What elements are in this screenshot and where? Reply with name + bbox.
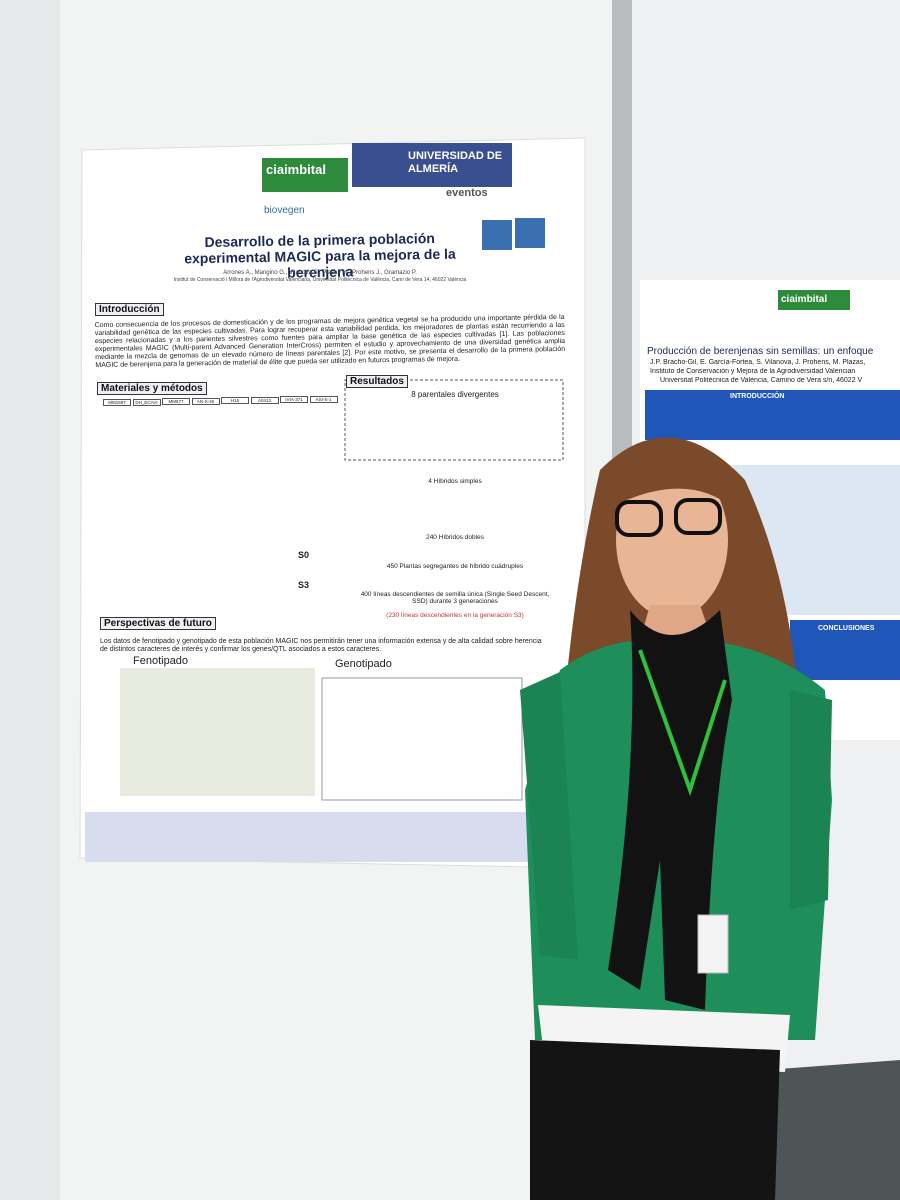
generation-label: S0 <box>298 550 310 560</box>
references-band <box>85 812 535 862</box>
right-arm <box>790 690 832 910</box>
subheading: Fenotipado <box>133 655 189 667</box>
parent-label: MM577 <box>162 398 190 406</box>
parent-label: MM1597 <box>103 399 131 407</box>
logo-box <box>778 290 850 310</box>
logo-text: UNIVERSIDAD DE ALMERÍA <box>408 150 503 175</box>
section-heading: Materiales y métodos <box>97 382 207 395</box>
authors: Arrones A., Mangino G., Vilanova S., Pla… <box>223 270 417 276</box>
parent-label: ASI-S-1 <box>309 395 338 403</box>
lanyard <box>638 649 727 797</box>
parent-label: A0413 <box>250 396 279 404</box>
right-heading: CONCLUSIONES <box>818 625 875 632</box>
right-address: Universitat Politècnica de València, Cam… <box>660 377 863 384</box>
conclusions-box <box>790 620 900 680</box>
flow-step: 450 Plantas segregantes de híbrido cuádr… <box>386 563 524 570</box>
flow-step: (230 líneas descendientes en la generaci… <box>386 612 524 619</box>
section-heading: Resultados <box>346 375 408 388</box>
logo-text: ciaimbital <box>266 162 326 177</box>
qr-code <box>515 218 545 248</box>
flow-step: 4 Híbridos simples <box>428 478 482 485</box>
phenotype-photos <box>120 668 315 796</box>
generation-label: S3 <box>298 580 310 590</box>
left-arm <box>520 672 578 960</box>
parent-label: H15 <box>221 397 249 405</box>
qr-code <box>482 220 512 250</box>
badge <box>697 914 729 974</box>
logo-box <box>352 143 512 187</box>
section-heading: Perspectivas de futuro <box>100 617 216 630</box>
pants <box>530 1040 780 1200</box>
right-heading: INTRODUCCIÓN <box>730 393 785 400</box>
flow-step: 8 parentales divergentes <box>411 390 499 399</box>
parent-label: DH_ECAVI <box>132 398 161 406</box>
affiliation: Institut de Conservació i Millora de l'A… <box>173 277 467 283</box>
genotype-diagram <box>321 677 523 801</box>
logo-text: biovegen <box>264 205 305 216</box>
parent-label: AN-S-26 <box>191 397 220 405</box>
subheading: Genotipado <box>335 658 392 670</box>
logo-text: ciaimbital <box>781 294 828 305</box>
right-title: Producción de berenjenas sin semillas: u… <box>647 346 874 357</box>
left-panel <box>0 0 60 1200</box>
logo-text: eventos <box>446 187 488 199</box>
future-text: Los datos de fenotipado y genotipado de … <box>100 638 542 654</box>
glasses <box>674 498 722 535</box>
right-affiliation: Instituto de Conservación y Mejora de la… <box>650 368 856 375</box>
logo-box <box>262 158 348 192</box>
parent-list-box <box>344 379 564 461</box>
intro-text: Como consecuencia de los procesos de dom… <box>94 313 566 370</box>
intro-box <box>645 390 900 440</box>
flow-step: 240 Híbridos dobles <box>426 534 484 541</box>
parent-label: IVIA-371 <box>280 396 308 404</box>
right-authors: J.P. Bracho-Gil, E. García-Fortea, S. Vi… <box>650 359 866 366</box>
section-heading: Introducción <box>95 303 164 316</box>
flow-step: 400 líneas descendientes de semilla únic… <box>360 591 550 606</box>
glasses <box>615 500 663 537</box>
hair-fringe <box>610 447 735 510</box>
scarf <box>608 610 732 1010</box>
